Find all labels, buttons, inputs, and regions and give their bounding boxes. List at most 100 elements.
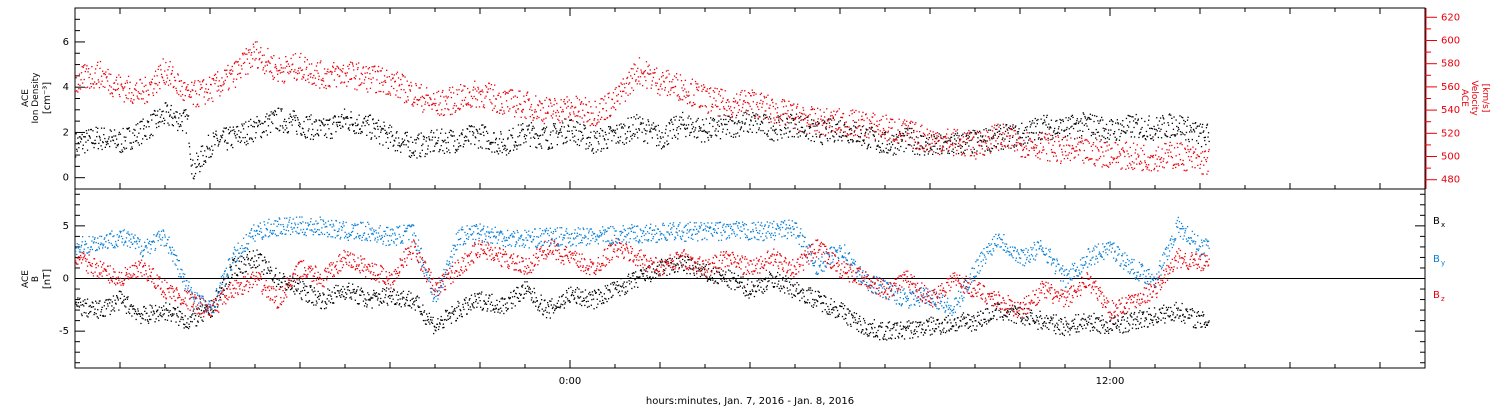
density-series-point [633, 135, 636, 137]
velocity-series-point [167, 69, 169, 71]
density-series-point [1141, 117, 1143, 120]
velocity-series-point [134, 84, 137, 86]
density-series-point [762, 130, 764, 132]
density-series-point [956, 134, 958, 136]
velocity-series-point [685, 96, 687, 99]
density-series-point [604, 131, 606, 133]
velocity-series-point [1190, 148, 1192, 150]
bx-series-point [248, 251, 251, 253]
density-series-point [129, 130, 131, 132]
density-series-point [357, 123, 359, 125]
velocity-series-point [915, 122, 917, 124]
density-series-point [790, 122, 792, 124]
density-series-point [430, 129, 433, 132]
density-series-point [442, 150, 444, 152]
density-series-point [179, 124, 182, 126]
density-series-point [199, 171, 201, 173]
density-series-point [1022, 132, 1024, 134]
velocity-series-point [922, 147, 924, 149]
bx-series-point [174, 309, 176, 311]
velocity-series-point [471, 105, 473, 107]
velocity-series-point [1048, 133, 1050, 135]
density-series-point [422, 135, 425, 137]
density-series-point [556, 144, 558, 146]
velocity-series-point [577, 111, 579, 113]
velocity-series-point [880, 119, 882, 121]
velocity-series-point [956, 129, 959, 131]
density-series-point [439, 148, 441, 151]
density-series-point [1095, 128, 1097, 131]
bx-series-point [304, 289, 306, 291]
velocity-series-point [552, 113, 554, 115]
density-series-point [539, 143, 541, 145]
velocity-series-point [925, 144, 927, 146]
density-series-point [462, 129, 464, 131]
density-series-point [908, 144, 910, 146]
density-series-point [456, 138, 459, 141]
bx-series-point [175, 321, 177, 323]
velocity-series-point [786, 113, 788, 115]
density-series-point [968, 145, 970, 147]
velocity-series-point [218, 80, 220, 82]
velocity-series-point [812, 108, 814, 110]
velocity-series-point [961, 153, 963, 155]
density-series-point [556, 130, 558, 132]
density-series-point [175, 111, 177, 113]
velocity-series-point [502, 91, 504, 94]
velocity-series-point [857, 126, 859, 128]
velocity-series-point [772, 101, 774, 104]
bx-series-point [340, 296, 342, 298]
density-series-point [409, 156, 412, 158]
bx-series-point [362, 300, 365, 302]
density-series-point [308, 115, 311, 118]
density-series-point [493, 132, 495, 134]
density-series-point [374, 128, 376, 130]
velocity-series-point [107, 89, 110, 91]
density-series-point [348, 129, 351, 131]
bx-series-point [371, 307, 373, 309]
density-series-point [314, 121, 316, 123]
velocity-series-point [652, 76, 655, 79]
density-series-point [362, 122, 365, 124]
density-series-point [215, 130, 217, 132]
velocity-series-point [263, 54, 265, 56]
velocity-series-point [1036, 145, 1038, 147]
velocity-series-point [807, 115, 810, 117]
velocity-series-point [569, 114, 571, 116]
velocity-series-point [425, 94, 427, 96]
density-series-point [217, 139, 219, 142]
velocity-series-point [776, 112, 778, 114]
velocity-series-point [176, 90, 178, 92]
density-series-point [118, 131, 120, 134]
velocity-series-point [798, 117, 800, 120]
density-series-point [149, 137, 151, 139]
density-series-point [140, 120, 142, 123]
density-series-point [242, 137, 244, 139]
density-series-point [1199, 132, 1201, 134]
density-series-point [886, 143, 888, 146]
velocity-series-point [282, 67, 284, 69]
velocity-series-point [390, 85, 393, 87]
density-series-point [299, 126, 301, 128]
velocity-series-point [175, 87, 177, 89]
velocity-series-point [105, 77, 108, 79]
velocity-series-point [808, 132, 811, 134]
density-series-point [543, 132, 545, 134]
velocity-series-point [498, 112, 501, 114]
bx-series-point [330, 295, 332, 297]
velocity-series-point [937, 135, 940, 138]
bx-series-point [383, 301, 385, 303]
velocity-series-point [967, 134, 969, 136]
bx-series-point [185, 326, 187, 328]
velocity-series-point [718, 90, 720, 93]
bx-series-point [353, 288, 355, 291]
bx-series-point [131, 305, 133, 308]
velocity-series-point [1067, 154, 1069, 156]
density-series-point [1202, 131, 1204, 133]
density-series-point [186, 114, 188, 116]
density-series-point [260, 135, 262, 138]
density-series-point [147, 121, 150, 123]
density-series-point [427, 145, 429, 147]
velocity-series-point [1205, 159, 1207, 161]
density-series-point [708, 131, 710, 133]
